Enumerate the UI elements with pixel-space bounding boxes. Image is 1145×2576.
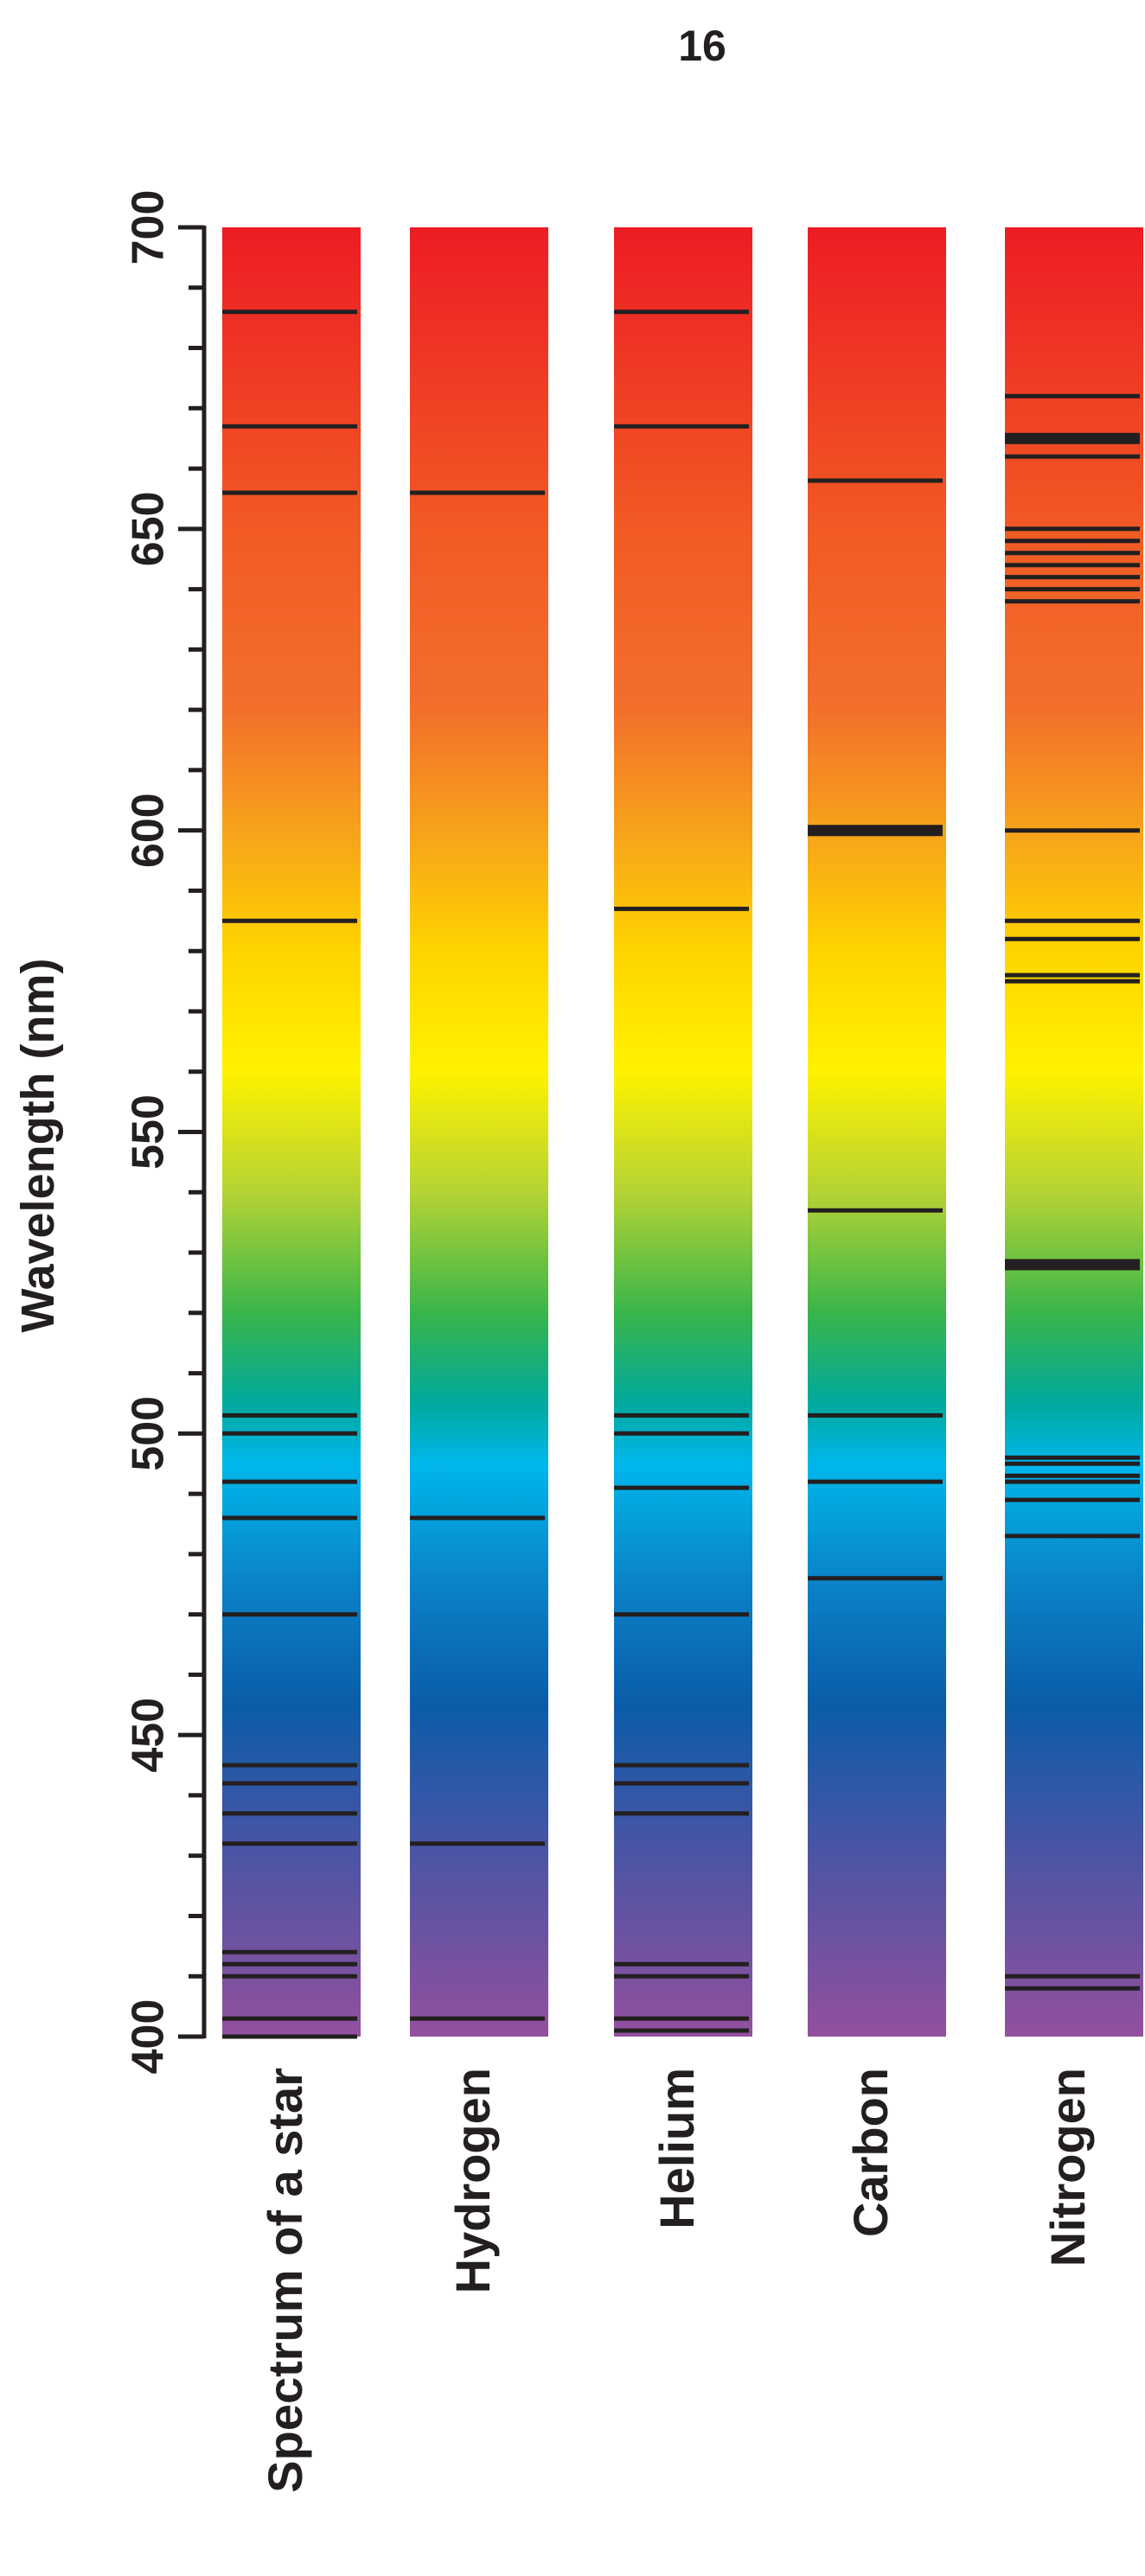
- y-axis: 400 450 500 550 600 650 700: [124, 190, 207, 2075]
- strip-helium: [614, 227, 752, 2037]
- spectrum-band: [410, 227, 548, 2037]
- y-tick-label: 600: [124, 793, 174, 868]
- y-tick-label: 700: [124, 190, 174, 265]
- x-label-carbon: Carbon: [843, 2068, 898, 2237]
- x-axis-labels: Spectrum of a star Hydrogen Helium Carbon Ni…: [258, 2068, 1095, 2493]
- x-label-nitrogen: Nitrogen: [1040, 2068, 1095, 2267]
- spectrum-band: [808, 227, 946, 2037]
- x-label-spectrum-of-a-star: Spectrum of a star: [258, 2068, 312, 2493]
- strip-hydrogen: [410, 227, 548, 2037]
- strip-carbon: [808, 227, 946, 2037]
- x-label-helium: Helium: [649, 2068, 704, 2229]
- page-number: 16: [678, 22, 726, 70]
- x-label-hydrogen: Hydrogen: [445, 2068, 500, 2293]
- spectrum-band: [1005, 227, 1143, 2037]
- y-axis-label: Wavelength (nm): [12, 958, 64, 1332]
- spectrum-band: [614, 227, 752, 2037]
- y-tick-label: 400: [124, 1999, 174, 2075]
- y-tick-label: 450: [124, 1698, 174, 1773]
- spectrum-strips: [222, 227, 1143, 2039]
- strip-nitrogen: [1005, 227, 1143, 2037]
- strip-spectrum-of-a-star: [222, 227, 361, 2039]
- y-tick-label: 550: [124, 1094, 174, 1170]
- y-tick-label: 500: [124, 1396, 174, 1471]
- spectrum-band: [222, 227, 361, 2037]
- y-tick-label: 650: [124, 491, 174, 566]
